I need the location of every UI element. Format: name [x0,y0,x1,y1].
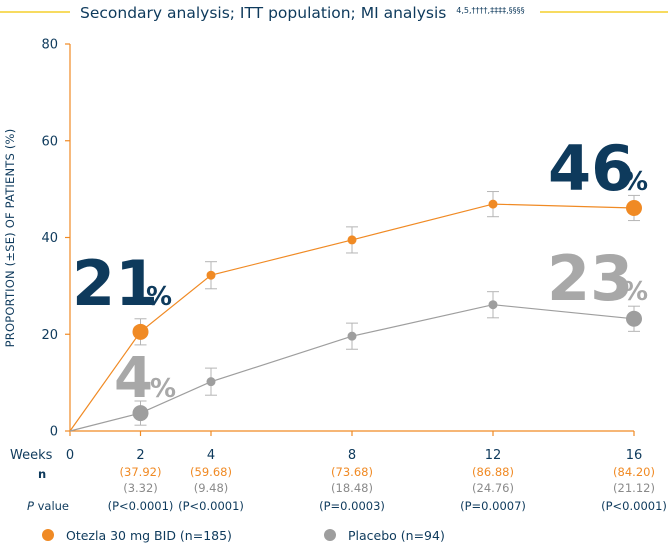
data-table: Weeks n P value 0 2 (37.92) (3.32) (P<0.0001) 4 (… [10,448,667,513]
otezla-n-value: (37.92) [120,465,162,479]
pvalue-label-italic: P [27,499,34,513]
week-tick-label: 12 [485,448,502,463]
p-value: (P<0.0001) [108,499,174,513]
highlight-unit: % [146,282,172,312]
chart-title-superscript: 4,5,††††,‡‡‡‡,§§§§ [456,6,524,15]
chart-series-lines [69,203,635,432]
placebo-n-value: (21.12) [613,481,655,495]
y-tick-label: 80 [41,38,58,53]
highlight-value: 4 [114,346,153,411]
y-axis-label: PROPORTION (±SE) OF PATIENTS (%) [3,129,17,348]
pvalue-label: P value [27,499,69,513]
week-tick-label: 0 [66,448,74,463]
data-point [626,310,642,327]
y-tick-label: 20 [41,328,58,343]
placebo-n-value: (18.48) [331,481,373,495]
data-point [347,235,357,245]
chart-title-text: Secondary analysis; ITT population; MI a… [80,4,446,22]
otezla-n-value: (59.68) [190,465,232,479]
highlight-unit: % [150,374,176,404]
highlight-value: 21 [72,247,158,320]
chart-legend: Otezla 30 mg BID (n=185) Placebo (n=94) [42,528,445,543]
data-point [626,199,642,216]
week-tick-label: 8 [348,448,356,463]
series-line-placebo [69,304,635,432]
otezla-n-value: (86.88) [472,465,514,479]
y-tick-label: 60 [41,134,58,149]
otezla-n-value: (84.20) [613,465,655,479]
data-point [132,405,149,422]
data-point [488,199,498,209]
legend-label: Placebo (n=94) [348,528,445,543]
legend-label: Otezla 30 mg BID (n=185) [66,528,232,543]
otezla-n-value: (73.68) [331,465,373,479]
highlight-unit: % [622,167,648,197]
series-line-otezla [69,203,635,432]
chart-highlight-labels: 21%46%4%23% [72,132,648,411]
placebo-n-value: (9.48) [194,481,229,495]
highlight-value: 46 [548,132,634,205]
data-point [132,323,149,340]
chart-points [132,199,642,422]
data-point [206,270,216,280]
p-value: (P<0.0001) [178,499,244,513]
p-value: (P=0.0007) [460,499,526,513]
legend-marker [42,529,54,541]
chart-axes: 0 20 40 60 80 [41,38,635,440]
weeks-label: Weeks [10,448,53,463]
week-tick-label: 16 [626,448,643,463]
highlight-value: 23 [547,242,633,315]
week-tick-label: 2 [136,448,144,463]
p-value: (P<0.0001) [601,499,667,513]
week-tick-label: 4 [207,448,215,463]
data-point [347,331,357,341]
p-value: (P=0.0003) [319,499,385,513]
n-label: n [38,467,46,481]
y-tick-label: 40 [41,231,58,246]
placebo-n-value: (3.32) [123,481,158,495]
pvalue-label-rest: value [34,499,69,513]
y-tick-label: 0 [50,425,58,440]
chart-header: Secondary analysis; ITT population; MI a… [0,4,668,22]
data-point [488,300,498,310]
chart-title: Secondary analysis; ITT population; MI a… [80,4,525,22]
highlight-unit: % [622,277,648,307]
placebo-n-value: (24.76) [472,481,514,495]
legend-marker [324,529,336,541]
data-point [206,377,216,387]
